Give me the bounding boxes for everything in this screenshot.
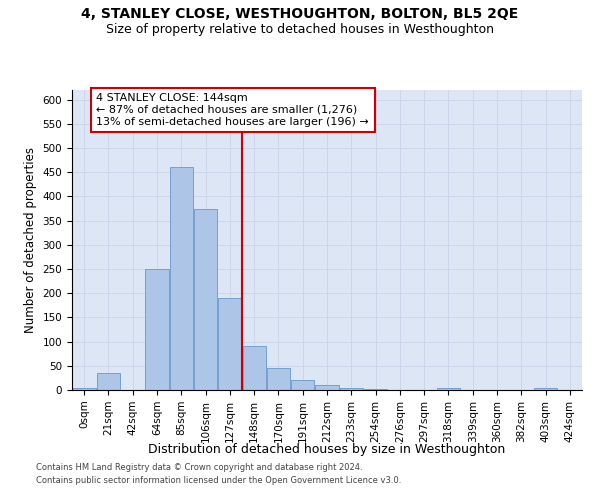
Bar: [97, 373, 120, 390]
Bar: [437, 388, 460, 390]
Bar: [291, 380, 314, 390]
Bar: [364, 389, 387, 390]
Bar: [170, 168, 193, 390]
Bar: [340, 388, 363, 390]
Text: Contains HM Land Registry data © Crown copyright and database right 2024.: Contains HM Land Registry data © Crown c…: [36, 464, 362, 472]
Bar: [242, 346, 266, 390]
Bar: [316, 385, 338, 390]
Bar: [73, 388, 95, 390]
Text: Distribution of detached houses by size in Westhoughton: Distribution of detached houses by size …: [148, 442, 506, 456]
Bar: [145, 269, 169, 390]
Y-axis label: Number of detached properties: Number of detached properties: [24, 147, 37, 333]
Text: 4, STANLEY CLOSE, WESTHOUGHTON, BOLTON, BL5 2QE: 4, STANLEY CLOSE, WESTHOUGHTON, BOLTON, …: [82, 8, 518, 22]
Bar: [267, 368, 290, 390]
Bar: [218, 298, 241, 390]
Text: Contains public sector information licensed under the Open Government Licence v3: Contains public sector information licen…: [36, 476, 401, 485]
Bar: [534, 388, 557, 390]
Text: 4 STANLEY CLOSE: 144sqm
← 87% of detached houses are smaller (1,276)
13% of semi: 4 STANLEY CLOSE: 144sqm ← 87% of detache…: [96, 94, 369, 126]
Bar: [194, 208, 217, 390]
Text: Size of property relative to detached houses in Westhoughton: Size of property relative to detached ho…: [106, 22, 494, 36]
